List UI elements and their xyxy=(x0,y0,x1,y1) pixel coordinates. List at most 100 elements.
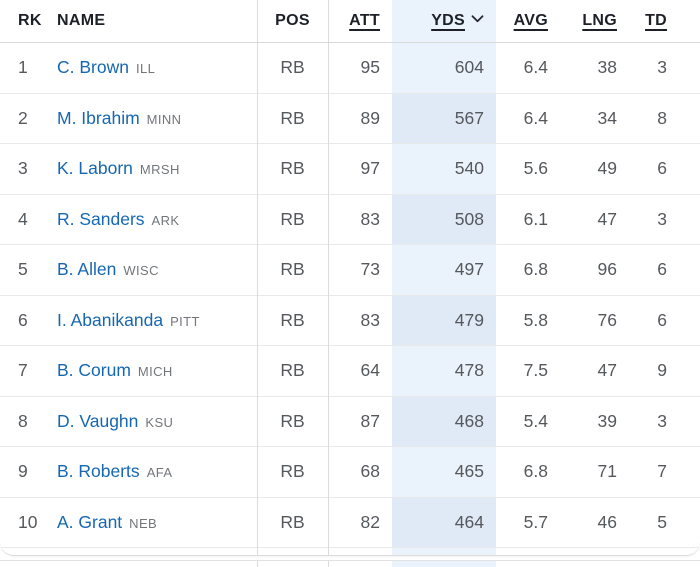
avg-cell: 6.8 xyxy=(496,446,560,497)
header-yds-label: YDS xyxy=(431,12,465,29)
yds-cell: 468 xyxy=(392,395,496,447)
lng-cell: 46 xyxy=(560,496,629,548)
header-td-sort-button[interactable]: TD xyxy=(629,0,700,43)
header-att-label: ATT xyxy=(349,12,380,29)
name-cell: A. Grant NEB xyxy=(42,496,257,548)
chevron-down-icon xyxy=(471,15,484,23)
player-row: 10 A. Grant NEB RB 82 464 5.7 46 5 xyxy=(0,496,700,548)
header-avg-label: AVG xyxy=(513,12,548,29)
lng-cell: 47 xyxy=(560,193,629,245)
player-row: 7 B. Corum MICH RB 64 478 7.5 47 9 xyxy=(0,345,700,396)
yds-cell: 497 xyxy=(392,244,496,295)
yds-column-highlight xyxy=(392,561,496,567)
att-cell: 95 xyxy=(360,57,380,78)
player-row: 6 I. Abanikanda PITT RB 83 479 5.8 76 6 xyxy=(0,294,700,346)
header-lng-sort-button[interactable]: LNG xyxy=(560,0,629,43)
td-cell: 8 xyxy=(629,92,700,144)
player-name-link[interactable]: D. Vaughn xyxy=(57,410,139,431)
rank-cell: 11 xyxy=(0,547,42,555)
td-cell: 6 xyxy=(629,244,700,295)
player-row: 1 C. Brown ILL RB 95 604 6.4 38 3 xyxy=(0,42,700,93)
header-pos: POS xyxy=(256,0,329,43)
yds-cell: 604 xyxy=(392,42,496,93)
avg-cell: 7.5 xyxy=(496,345,560,396)
avg-cell: 6.8 xyxy=(496,244,560,295)
position-cell: RB xyxy=(256,143,329,194)
player-name-link[interactable]: B. Roberts xyxy=(57,461,140,482)
position-cell: RB xyxy=(256,547,329,555)
td-cell: 6 xyxy=(629,143,700,194)
position-cell: RB xyxy=(256,446,329,497)
td-cell: 3 xyxy=(629,395,700,447)
att-cell: 82 xyxy=(328,496,392,548)
player-name-link[interactable]: M. Ibrahim xyxy=(57,107,140,128)
table-body: 1 C. Brown ILL RB 95 604 6.4 38 3 2 M. Ibrahim MINN… xyxy=(0,42,700,555)
lng-cell: 49 xyxy=(560,143,629,194)
position-cell: RB xyxy=(256,42,329,93)
position-cell: RB xyxy=(256,395,329,447)
rank-cell: 3 xyxy=(0,143,42,194)
rank-cell: 1 xyxy=(18,57,28,78)
td-cell: 6 xyxy=(629,294,700,346)
header-rk: RK xyxy=(0,0,42,43)
player-row: 8 D. Vaughn KSU RB 87 468 5.4 39 3 xyxy=(0,395,700,447)
player-name-link[interactable]: C. Brown xyxy=(57,57,129,78)
att-cell: 97 xyxy=(328,143,392,194)
name-cell: I. Abanikanda PITT xyxy=(42,294,257,346)
avg-cell: 6.1 xyxy=(496,193,560,245)
avg-cell: 5.7 xyxy=(496,496,560,548)
rank-cell: 8 xyxy=(0,395,42,447)
player-row: 2 M. Ibrahim MINN RB 89 567 6.4 34 8 xyxy=(0,92,700,144)
header-pos-label: POS xyxy=(275,12,310,29)
team-abbr: AFA xyxy=(146,465,173,481)
avg-cell: 6.4 xyxy=(523,57,548,78)
avg-cell: 5.6 xyxy=(496,143,560,194)
player-row: 5 B. Allen WISC RB 73 497 6.8 96 6 xyxy=(0,244,700,295)
player-name-link[interactable]: I. Abanikanda xyxy=(57,309,164,330)
team-abbr: WISC xyxy=(123,263,159,279)
lng-cell: 71 xyxy=(560,446,629,497)
avg-cell: 6.4 xyxy=(496,92,560,144)
rank-cell: 6 xyxy=(0,294,42,346)
td-cell: 9 xyxy=(629,345,700,396)
att-cell: 83 xyxy=(328,294,392,346)
yds-cell: 465 xyxy=(392,446,496,497)
avg-cell: 5.4 xyxy=(496,395,560,447)
yds-cell: 463 xyxy=(392,547,496,555)
player-name-link[interactable]: B. Corum xyxy=(57,360,131,381)
yds-cell: 478 xyxy=(392,345,496,396)
att-cell: 64 xyxy=(328,345,392,396)
position-cell: RB xyxy=(256,294,329,346)
att-cell: 89 xyxy=(328,92,392,144)
avg-cell: 5.8 xyxy=(496,294,560,346)
player-row: 11J. OttCALRB564638.3734 xyxy=(0,547,700,555)
player-name-link[interactable]: K. Laborn xyxy=(57,158,133,179)
lng-cell: 47 xyxy=(560,345,629,396)
team-abbr: ARK xyxy=(151,212,180,228)
att-cell: 87 xyxy=(328,395,392,447)
player-name-link[interactable]: A. Grant xyxy=(57,511,123,532)
position-cell: RB xyxy=(256,496,329,548)
yds-cell: 567 xyxy=(392,92,496,144)
player-row: 3 K. Laborn MRSH RB 97 540 5.6 49 6 xyxy=(0,143,700,194)
header-lng-label: LNG xyxy=(582,12,617,29)
yds-cell: 464 xyxy=(392,496,496,548)
yds-cell: 508 xyxy=(392,193,496,245)
att-cell: 73 xyxy=(328,244,392,295)
player-name-link[interactable]: R. Sanders xyxy=(57,208,145,229)
table-header: RK NAME POS ATT YDS AVG xyxy=(0,0,700,43)
name-cell: J. OttCAL xyxy=(42,547,257,555)
rank-cell: 10 xyxy=(0,496,42,548)
yds-cell: 479 xyxy=(392,294,496,346)
header-avg-sort-button[interactable]: AVG xyxy=(496,0,560,43)
position-cell: RB xyxy=(256,244,329,295)
td-cell: 3 xyxy=(657,57,667,78)
td-cell: 5 xyxy=(629,496,700,548)
player-name-link[interactable]: B. Allen xyxy=(57,259,117,280)
header-att-sort-button[interactable]: ATT xyxy=(328,0,392,43)
team-abbr: ILL xyxy=(135,61,156,77)
header-yds-sort-button[interactable]: YDS xyxy=(392,0,496,43)
header-name-label: NAME xyxy=(57,12,106,29)
